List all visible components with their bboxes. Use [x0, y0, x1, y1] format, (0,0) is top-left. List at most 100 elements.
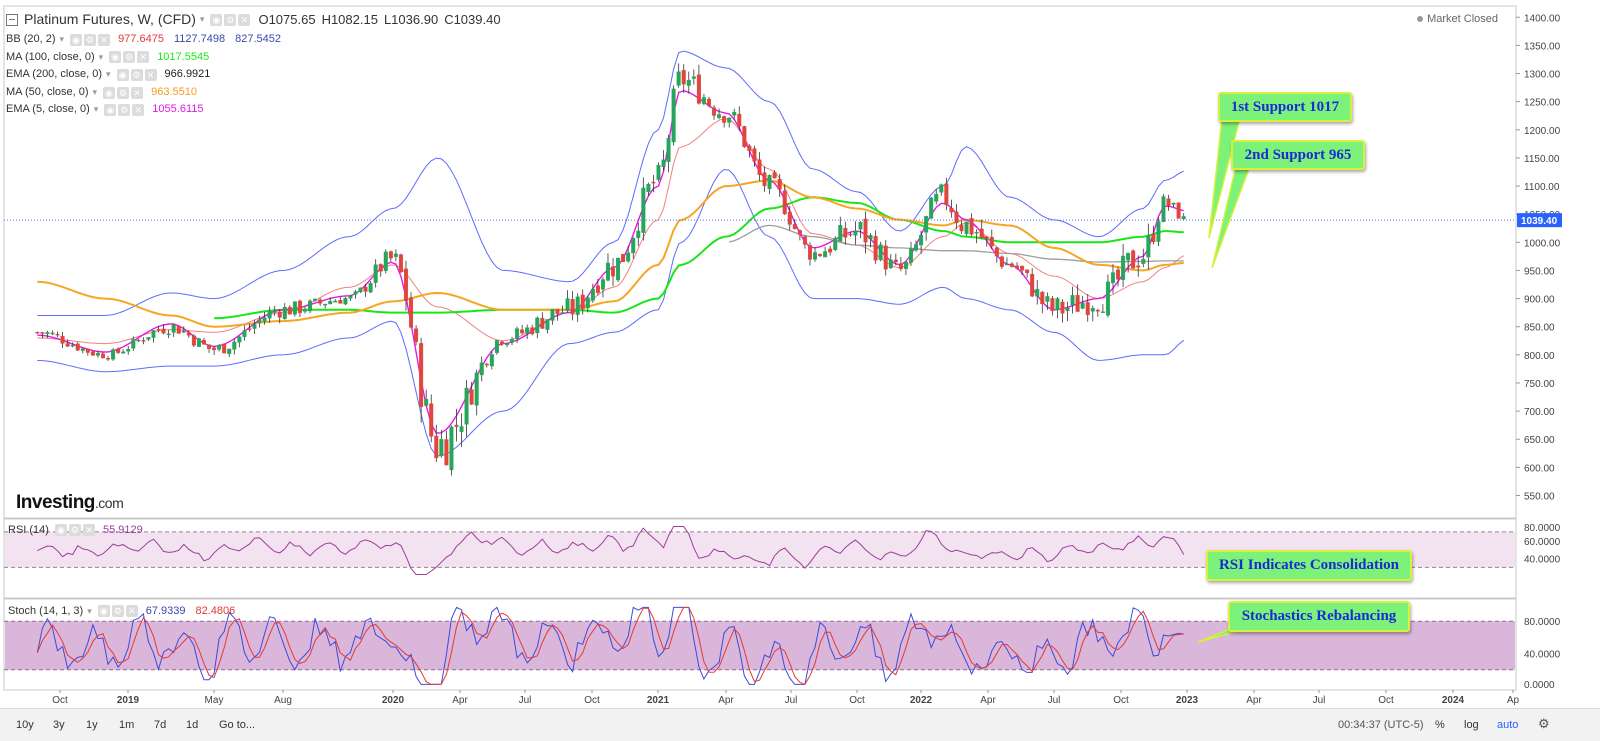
stoch-controls[interactable]: ◉ ⚙ ✕	[97, 605, 138, 617]
percent-toggle[interactable]: %	[1435, 719, 1445, 731]
y-tick-label: 850.00	[1524, 323, 1555, 334]
indicator-controls[interactable]: ◉ ⚙ ✕	[116, 68, 157, 81]
candle	[535, 316, 540, 339]
close-icon[interactable]: ✕	[132, 104, 145, 117]
candle-body	[217, 345, 222, 350]
chevron-down-icon[interactable]: ▾	[106, 69, 111, 80]
candle-body	[757, 159, 762, 175]
candle	[656, 162, 661, 182]
timeframe-1d[interactable]: 1d	[186, 719, 199, 731]
eye-icon[interactable]: ◉	[103, 86, 116, 99]
indicator-controls[interactable]: ◉ ⚙ ✕	[104, 104, 145, 117]
candle-body	[55, 333, 60, 336]
collapse-icon[interactable]	[6, 14, 18, 26]
candle-body	[550, 309, 555, 321]
candle-body	[191, 335, 196, 346]
candle	[873, 230, 878, 264]
candle	[222, 343, 227, 354]
candle	[449, 425, 454, 476]
timeframe-7d[interactable]: 7d	[154, 719, 167, 731]
indicator-list: BB (20, 2) ▾ ◉ ⚙ ✕ 977.6475 1127.7498 827.5452 M…	[6, 31, 507, 119]
chevron-down-icon[interactable]: ▾	[93, 104, 99, 115]
gear-icon[interactable]: ⚙	[130, 68, 143, 81]
candle	[126, 346, 131, 355]
candle-body	[459, 426, 464, 432]
candle	[469, 382, 474, 406]
close-icon[interactable]: ✕	[144, 68, 157, 81]
eye-icon[interactable]: ◉	[109, 51, 122, 64]
close-icon[interactable]: ✕	[238, 14, 251, 26]
title-controls[interactable]: ◉ ⚙ ✕	[210, 14, 251, 26]
eye-icon[interactable]: ◉	[97, 605, 110, 617]
gear-icon[interactable]: ⚙	[123, 51, 136, 64]
candle	[1035, 280, 1040, 305]
indicator-name: MA (50, close, 0)	[6, 85, 89, 98]
close-icon[interactable]: ✕	[131, 86, 144, 99]
candle	[1176, 202, 1181, 219]
candle-body	[1004, 263, 1009, 266]
y-tick-label: 1300.00	[1524, 70, 1561, 81]
candle-body	[641, 187, 646, 233]
indicator-controls[interactable]: ◉ ⚙ ✕	[109, 51, 150, 64]
eye-icon[interactable]: ◉	[104, 104, 117, 117]
candle	[898, 256, 903, 272]
candle-body	[1040, 291, 1045, 305]
candle-body	[1136, 265, 1141, 268]
ohlc-open: O1075.65	[258, 12, 316, 28]
chevron-down-icon[interactable]: ▾	[59, 34, 65, 44]
eye-icon[interactable]: ◉	[54, 524, 67, 536]
log-toggle[interactable]: log	[1464, 719, 1479, 731]
indicator-controls[interactable]: ◉ ⚙ ✕	[70, 33, 111, 46]
candle	[1045, 292, 1050, 310]
rsi-controls[interactable]: ◉ ⚙ ✕	[54, 524, 95, 536]
chevron-down-icon[interactable]: ▾	[92, 86, 98, 97]
candle-body	[161, 328, 166, 334]
candle-body	[903, 261, 908, 269]
timeframe-1y[interactable]: 1y	[86, 719, 98, 731]
chevron-down-icon[interactable]: ▾	[199, 14, 205, 25]
candle-body	[1050, 298, 1055, 312]
close-icon[interactable]: ✕	[125, 605, 138, 617]
eye-icon[interactable]: ◉	[70, 33, 83, 46]
eye-icon[interactable]: ◉	[210, 14, 223, 26]
gear-icon[interactable]: ⚙	[117, 86, 130, 99]
indicator-controls[interactable]: ◉ ⚙ ✕	[103, 86, 144, 99]
candle-body	[858, 222, 863, 230]
close-icon[interactable]: ✕	[137, 51, 150, 64]
chart-canvas[interactable]: 1400.00 1350.00 1300.00 1250.00 1200.00 1150.…	[0, 0, 1600, 708]
candle	[308, 299, 313, 314]
candle-body	[176, 326, 181, 334]
gear-icon[interactable]: ⚙	[68, 524, 81, 536]
chevron-down-icon[interactable]: ▾	[87, 605, 92, 616]
eye-icon[interactable]: ◉	[116, 68, 129, 81]
gear-icon[interactable]: ⚙	[1538, 716, 1550, 731]
chevron-down-icon[interactable]: ▾	[98, 51, 104, 62]
gear-icon[interactable]: ⚙	[118, 104, 131, 117]
goto-button[interactable]: Go to...	[219, 719, 256, 731]
gear-icon[interactable]: ⚙	[111, 605, 124, 617]
candle-body	[469, 389, 474, 405]
timeframe-10y[interactable]: 10y	[16, 719, 34, 731]
candle	[974, 229, 979, 244]
candle	[772, 170, 777, 179]
auto-toggle[interactable]: auto	[1497, 719, 1519, 731]
timeframe-3y[interactable]: 3y	[53, 719, 65, 731]
candle	[181, 326, 186, 334]
candle	[530, 324, 535, 336]
candle-body	[1100, 311, 1105, 313]
close-icon[interactable]: ✕	[98, 33, 111, 46]
gear-icon[interactable]: ⚙	[224, 14, 237, 26]
x-tick-label: Ap	[1507, 695, 1520, 706]
close-icon[interactable]: ✕	[82, 524, 95, 536]
candle	[676, 63, 681, 88]
gear-icon[interactable]: ⚙	[84, 33, 97, 46]
timeframe-1m[interactable]: 1m	[119, 719, 135, 731]
candle	[782, 184, 787, 215]
candle	[580, 289, 585, 315]
candle-body	[60, 336, 65, 344]
y-tick-label: 950.00	[1524, 266, 1555, 277]
candle	[444, 430, 449, 466]
candle-body	[222, 343, 227, 354]
candle	[671, 85, 676, 146]
candle-body	[772, 172, 777, 179]
